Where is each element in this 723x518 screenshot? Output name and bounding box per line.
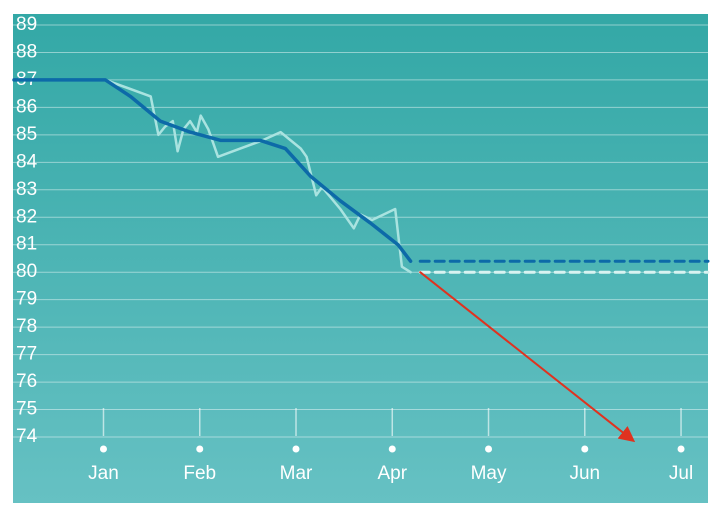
y-tick-label: 78 xyxy=(16,316,37,337)
x-tick-label: Apr xyxy=(377,463,407,484)
y-tick-label: 88 xyxy=(16,41,37,62)
x-tick-label: Mar xyxy=(280,463,313,484)
x-tick-label: Jul xyxy=(669,463,693,484)
y-tick-label: 84 xyxy=(16,151,38,172)
x-tick-dot xyxy=(388,445,396,453)
y-tick-label: 79 xyxy=(16,289,37,310)
y-tick-label: 77 xyxy=(16,344,37,365)
y-tick-label: 82 xyxy=(16,206,37,227)
y-tick-label: 75 xyxy=(16,399,37,420)
x-tick-dot xyxy=(677,445,685,453)
y-tick-label: 85 xyxy=(16,124,37,145)
y-tick-label: 74 xyxy=(16,426,38,447)
x-tick-dot xyxy=(485,445,493,453)
y-tick-label: 81 xyxy=(16,234,37,255)
x-tick-label: Feb xyxy=(183,463,216,484)
x-tick-label: Jan xyxy=(88,463,119,484)
x-tick-dot xyxy=(292,445,300,453)
series-line xyxy=(12,78,413,263)
y-tick-label: 76 xyxy=(16,371,37,392)
y-tick-label: 80 xyxy=(16,261,37,282)
x-tick-dot xyxy=(99,445,107,453)
x-tick-dot xyxy=(581,445,589,453)
x-tick-label: Jun xyxy=(569,463,600,484)
annotation-arrow xyxy=(419,271,636,443)
x-tick-dot xyxy=(196,445,204,453)
y-tick-label: 83 xyxy=(16,179,37,200)
y-tick-label: 86 xyxy=(16,96,37,117)
x-tick-label: May xyxy=(471,463,507,484)
y-tick-label: 89 xyxy=(16,14,37,35)
